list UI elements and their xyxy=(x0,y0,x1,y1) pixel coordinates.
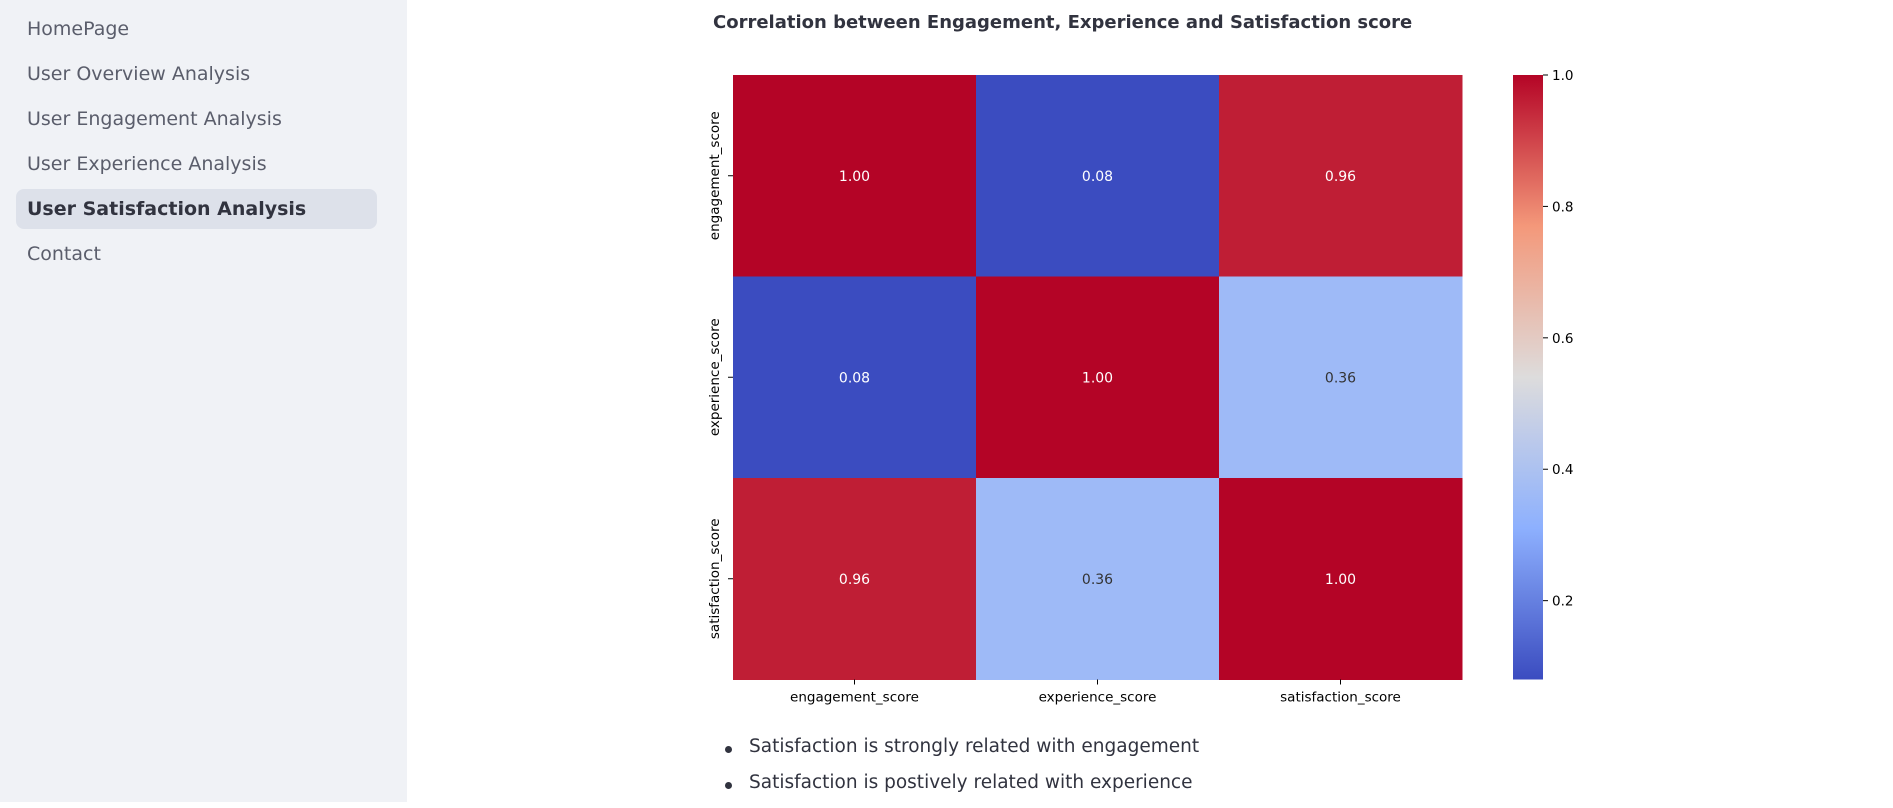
main-content: Correlation between Engagement, Experien… xyxy=(407,0,1893,802)
colorbar-tick-label: 0.2 xyxy=(1552,594,1573,610)
sidebar-item-user-satisfaction[interactable]: User Satisfaction Analysis xyxy=(16,189,377,229)
cell-value-label: 0.08 xyxy=(1082,169,1113,185)
colorbar xyxy=(1513,75,1543,680)
insights-list: Satisfaction is strongly related with en… xyxy=(713,736,1199,808)
sidebar-nav: HomePage User Overview Analysis User Eng… xyxy=(16,9,377,279)
cell-value-label: 0.96 xyxy=(839,572,870,588)
cell-value-label: 0.36 xyxy=(1325,370,1356,386)
heatmap-cell xyxy=(976,478,1220,680)
colorbar-tick-label: 1.0 xyxy=(1552,68,1573,84)
cell-value-label: 1.00 xyxy=(1325,572,1356,588)
heatmap-cell xyxy=(1219,276,1463,479)
cell-value-label: 1.00 xyxy=(1082,370,1113,386)
insight-item: Satisfaction is strongly related with en… xyxy=(713,736,1199,772)
insight-item: Satisfaction is postively related with e… xyxy=(713,772,1199,808)
sidebar-item-contact[interactable]: Contact xyxy=(16,234,377,274)
heatmap-cell xyxy=(976,276,1220,479)
sidebar-item-label: User Engagement Analysis xyxy=(27,108,282,130)
y-tick-label: engagement_score xyxy=(707,111,723,240)
sidebar-item-user-experience[interactable]: User Experience Analysis xyxy=(16,144,377,184)
heatmap-cell xyxy=(1219,75,1463,277)
x-tick-label: experience_score xyxy=(1039,690,1157,706)
sidebar-item-homepage[interactable]: HomePage xyxy=(16,9,377,49)
heatmap-cell xyxy=(733,478,977,680)
cell-value-label: 1.00 xyxy=(839,169,870,185)
heatmap-cell xyxy=(733,75,977,277)
x-tick-label: engagement_score xyxy=(790,690,919,706)
y-tick-label: satisfaction_score xyxy=(707,518,723,639)
heatmap-cell xyxy=(733,276,977,479)
heatmap-cell xyxy=(1219,478,1463,680)
sidebar-item-label: User Satisfaction Analysis xyxy=(27,198,307,220)
sidebar-item-label: Contact xyxy=(27,243,101,265)
colorbar-tick-label: 0.8 xyxy=(1552,199,1573,215)
y-tick-label: experience_score xyxy=(707,318,723,436)
sidebar-item-label: User Experience Analysis xyxy=(27,153,267,175)
cell-value-label: 0.96 xyxy=(1325,169,1356,185)
sidebar-item-user-overview[interactable]: User Overview Analysis xyxy=(16,54,377,94)
sidebar-item-label: User Overview Analysis xyxy=(27,63,251,85)
sidebar-item-label: HomePage xyxy=(27,18,130,40)
correlation-heatmap: 1.00 0.08 0.96 0.08 1.00 0.36 0.96 0.36 1.00 enga… xyxy=(707,68,1573,706)
heatmap-cell xyxy=(976,75,1220,277)
x-tick-label: satisfaction_score xyxy=(1280,690,1401,706)
colorbar-tick-label: 0.6 xyxy=(1552,331,1573,347)
cell-value-label: 0.08 xyxy=(839,370,870,386)
sidebar-item-user-engagement[interactable]: User Engagement Analysis xyxy=(16,99,377,139)
chart-title: Correlation between Engagement, Experien… xyxy=(713,12,1413,33)
sidebar: HomePage User Overview Analysis User Eng… xyxy=(0,0,407,802)
cell-value-label: 0.36 xyxy=(1082,572,1113,588)
colorbar-tick-label: 0.4 xyxy=(1552,462,1573,478)
